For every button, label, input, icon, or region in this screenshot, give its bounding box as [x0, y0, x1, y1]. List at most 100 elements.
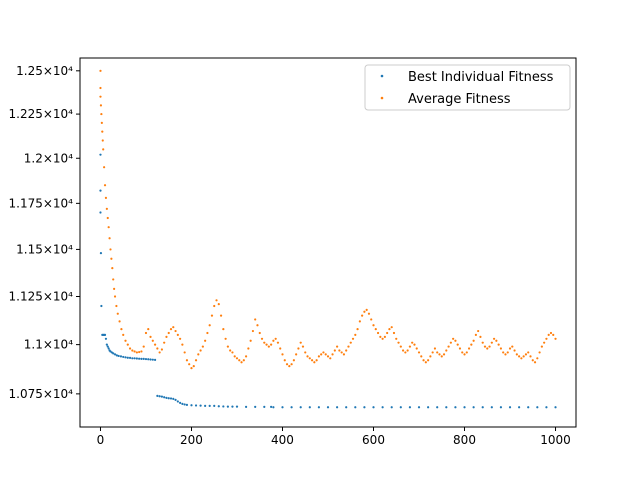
average-fitness-point — [115, 304, 118, 308]
average-fitness-point — [445, 349, 448, 352]
best-fitness-point — [185, 403, 189, 406]
average-fitness-point — [101, 130, 104, 133]
average-fitness-point — [112, 278, 115, 281]
best-fitness-point — [545, 406, 548, 409]
average-fitness-point — [249, 339, 252, 342]
legend: Best Individual Fitness Average Fitness — [364, 64, 571, 111]
average-fitness-point — [105, 207, 108, 210]
average-fitness-point — [333, 349, 336, 352]
average-fitness-point — [135, 351, 138, 354]
average-fitness-point — [138, 350, 141, 354]
average-fitness-point — [474, 333, 477, 337]
best-fitness-point — [131, 357, 134, 360]
average-fitness-point — [549, 331, 553, 335]
average-fitness-point — [447, 345, 450, 348]
average-fitness-point — [276, 341, 280, 344]
average-fitness-point — [540, 345, 543, 348]
average-fitness-point — [422, 359, 425, 362]
average-fitness-point — [140, 350, 143, 353]
average-fitness-point — [99, 104, 103, 107]
average-fitness-point — [226, 345, 229, 348]
average-fitness-point — [317, 355, 320, 358]
average-fitness-point — [522, 355, 525, 358]
average-fitness-point — [438, 353, 441, 356]
average-fitness-point — [374, 328, 377, 331]
average-fitness-point — [458, 347, 462, 350]
x-tick-label: 1000 — [540, 433, 571, 447]
best-fitness-point — [463, 406, 466, 409]
average-fitness-point — [361, 314, 364, 317]
average-fitness-point — [267, 345, 270, 348]
average-fitness-point — [390, 326, 393, 329]
average-fitness-point — [116, 312, 119, 315]
average-fitness-point — [472, 339, 475, 342]
average-fitness-point — [436, 351, 439, 354]
average-fitness-point — [506, 351, 509, 354]
average-fitness-point — [524, 353, 528, 356]
average-fitness-point — [120, 328, 123, 331]
average-fitness-point — [290, 363, 293, 366]
average-fitness-point — [183, 351, 186, 354]
average-fitness-point — [310, 359, 314, 362]
average-fitness-point — [495, 339, 498, 342]
best-fitness-point — [508, 406, 512, 409]
best-fitness-point — [217, 405, 220, 408]
average-fitness-point — [345, 349, 348, 352]
average-fitness-point — [102, 148, 105, 151]
average-fitness-point — [392, 331, 396, 335]
average-fitness-point — [338, 349, 341, 352]
average-fitness-point — [222, 328, 225, 331]
average-fitness-point — [324, 353, 327, 356]
average-fitness-point — [372, 324, 375, 327]
best-fitness-point — [149, 358, 152, 361]
best-fitness-point — [117, 354, 120, 358]
best-fitness-point — [122, 355, 125, 359]
best-fitness-point — [208, 404, 211, 407]
plot-area — [99, 69, 557, 409]
average-fitness-point — [404, 351, 407, 354]
average-fitness-point — [113, 295, 117, 298]
average-fitness-point — [442, 353, 446, 356]
average-fitness-point — [174, 329, 177, 333]
average-fitness-point — [297, 347, 300, 350]
average-fitness-point — [108, 237, 111, 240]
average-fitness-point — [142, 345, 145, 348]
average-fitness-point — [301, 345, 305, 348]
average-fitness-point — [124, 339, 127, 342]
average-fitness-point — [160, 348, 164, 351]
average-fitness-point — [176, 333, 179, 337]
best-fitness-point — [179, 401, 182, 404]
average-fitness-point — [99, 95, 102, 98]
best-fitness-point — [140, 357, 143, 360]
best-fitness-point — [222, 405, 225, 408]
best-fitness-point — [104, 337, 108, 340]
average-fitness-point — [379, 335, 382, 338]
best-fitness-point — [100, 304, 103, 308]
best-fitness-point — [445, 406, 448, 409]
average-fitness-point — [358, 320, 361, 323]
average-fitness-point — [208, 324, 211, 327]
average-fitness-point — [461, 351, 464, 354]
average-fitness-point — [263, 341, 266, 344]
average-fitness-point — [504, 353, 507, 356]
average-fitness-point — [153, 343, 157, 346]
best-fitness-point — [99, 153, 102, 156]
average-fitness-point — [354, 333, 357, 337]
average-fitness-point — [499, 347, 503, 350]
average-fitness-point — [210, 314, 214, 317]
best-fitness-point — [254, 405, 257, 408]
average-fitness-point — [452, 337, 455, 340]
average-fitness-point — [427, 359, 430, 362]
average-fitness-point — [109, 248, 112, 251]
best-fitness-point — [126, 356, 129, 359]
average-fitness-point — [128, 347, 132, 350]
average-fitness-point — [533, 361, 537, 364]
average-fitness-point — [283, 359, 286, 362]
average-fitness-point — [251, 329, 255, 333]
average-fitness-point — [470, 343, 473, 346]
average-fitness-point — [256, 324, 259, 327]
average-fitness-point — [331, 353, 334, 356]
best-fitness-point — [144, 357, 148, 361]
best-fitness-point — [372, 406, 375, 409]
average-fitness-point — [322, 351, 325, 354]
